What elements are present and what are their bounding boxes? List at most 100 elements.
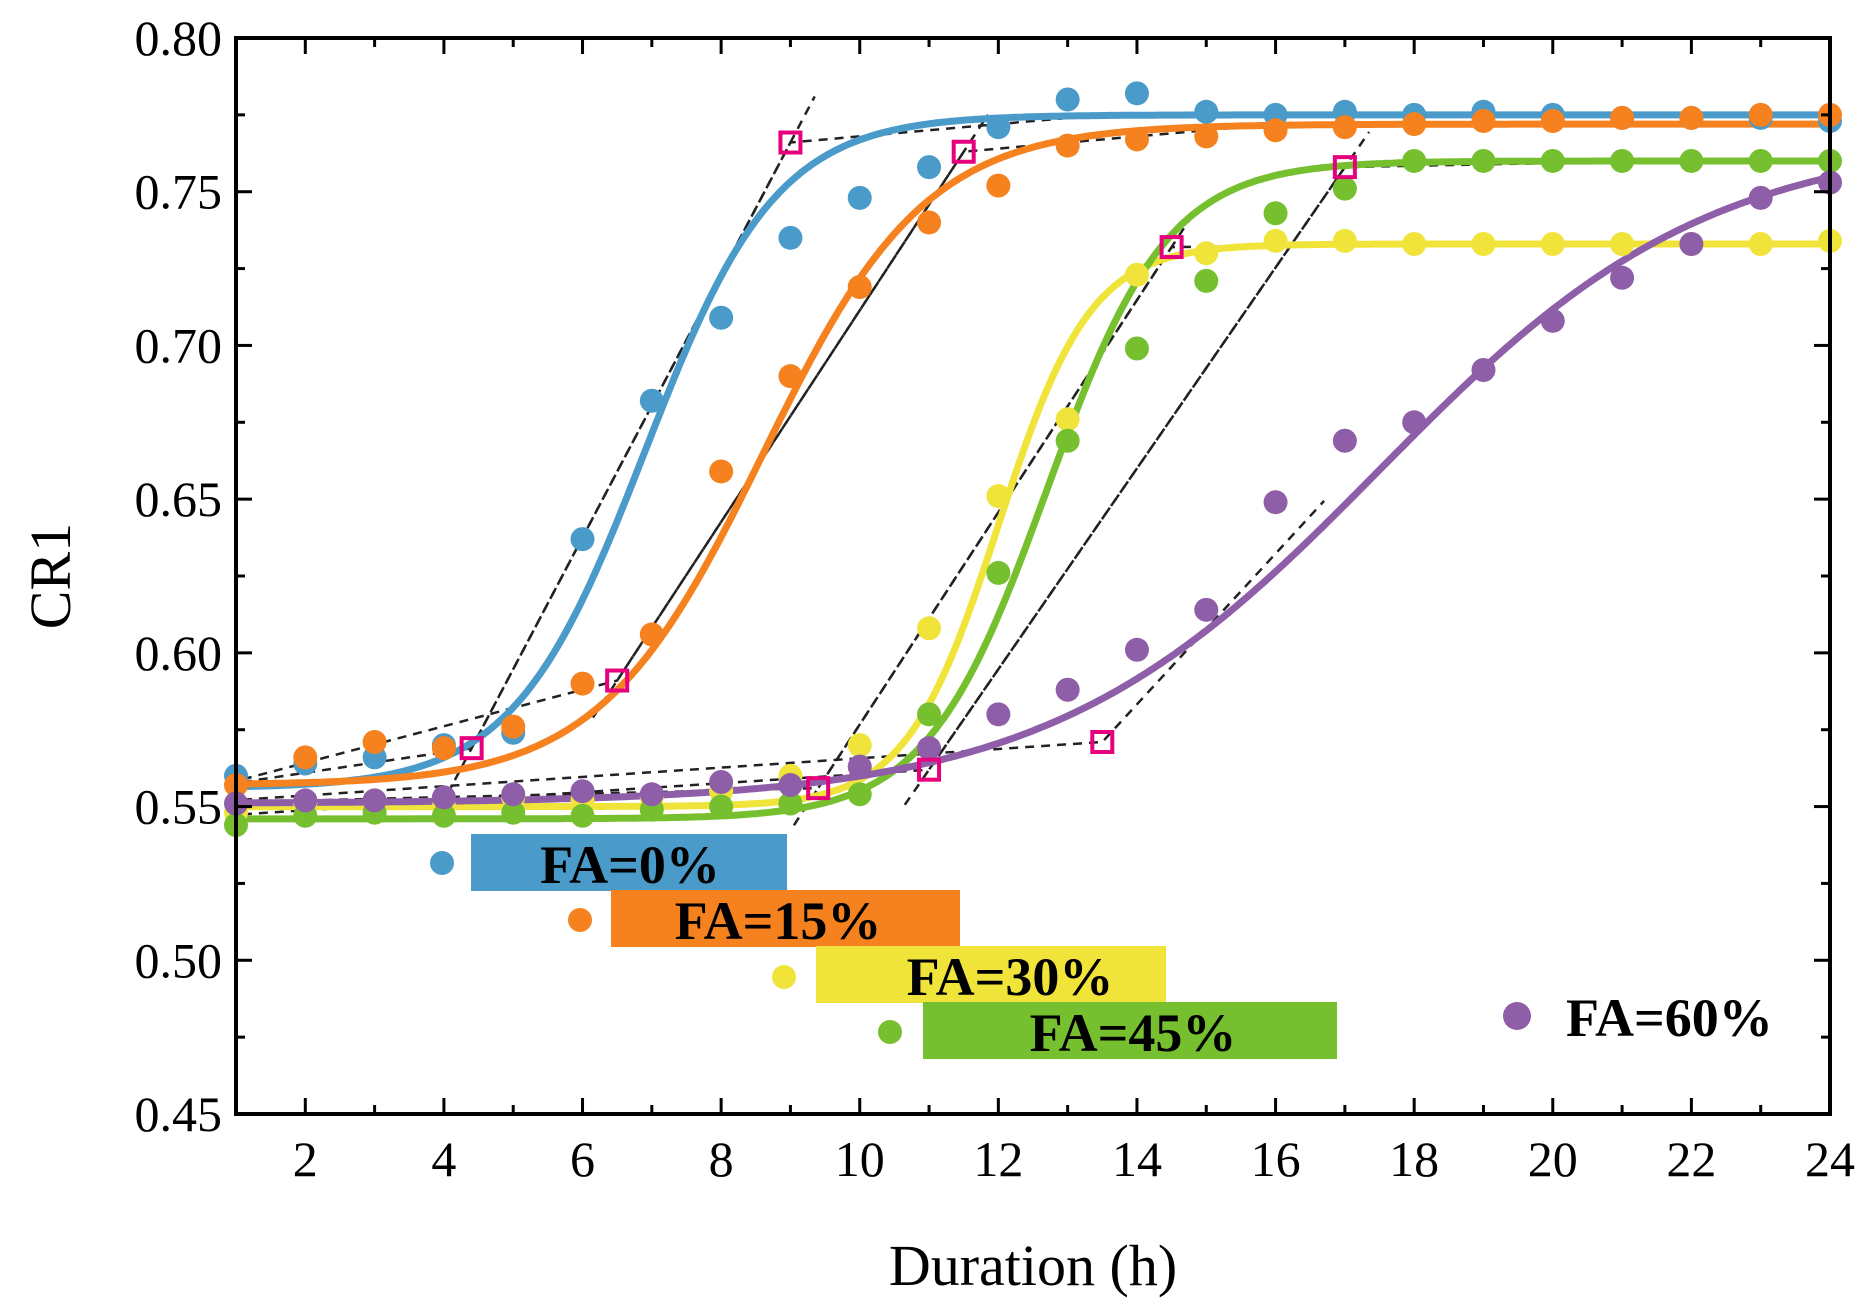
data-point-fa-30: [1263, 228, 1288, 253]
legend-item-fa-0: FA=0%: [430, 834, 787, 895]
data-point-fa-45: [1402, 148, 1427, 173]
data-point-fa-60: [1402, 410, 1427, 435]
data-point-fa-45: [431, 803, 456, 828]
y-tick-label: 0.80: [135, 10, 223, 66]
data-point-fa-45: [1748, 148, 1773, 173]
data-point-fa-15: [1610, 105, 1635, 130]
x-tick-label: 24: [1805, 1131, 1855, 1187]
fit-curve-fa-60: [232, 173, 1834, 807]
data-point-fa-15: [1263, 118, 1288, 143]
data-point-fa-60: [1610, 265, 1635, 290]
x-tick-label: 10: [835, 1131, 885, 1187]
legend-swatch-fa-45: [923, 1002, 1337, 1059]
data-point-fa-30: [1402, 231, 1427, 256]
tangent-line-fa-45: [903, 131, 1371, 806]
data-point-fa-0: [986, 115, 1011, 140]
y-tick-label: 0.65: [135, 471, 223, 527]
transition-marker-fa-45: [1332, 155, 1357, 180]
fit-curve-fa-15: [232, 120, 1834, 788]
data-point-fa-45: [501, 800, 526, 825]
data-point-fa-45: [709, 794, 734, 819]
data-point-fa-30: [917, 616, 942, 641]
y-axis: 0.45 0.50 0.55 0.60 0.65 0.70 0.75 0.80: [135, 10, 1830, 1142]
data-point-fa-15: [293, 745, 318, 770]
x-tick-label: 12: [973, 1131, 1023, 1187]
legend-marker-fa-45: [878, 1020, 902, 1044]
data-point-fa-45: [917, 702, 942, 727]
data-point-fa-15: [501, 714, 526, 739]
dashed-line-fa-0: [242, 113, 1103, 784]
legend-item-fa-30: FA=30%: [772, 946, 1166, 1007]
data-point-fa-0: [1194, 99, 1219, 124]
data-point-fa-45: [1263, 201, 1288, 226]
data-point-fa-60: [1332, 428, 1357, 453]
data-point-fa-30: [847, 733, 872, 758]
data-point-fa-60: [847, 754, 872, 779]
data-point-fa-15: [570, 671, 595, 696]
transition-marker-fa-30: [1159, 235, 1184, 260]
transition-marker-fa-60: [1090, 730, 1115, 755]
data-point-fa-60: [1194, 597, 1219, 622]
data-point-fa-45: [570, 803, 595, 828]
data-point-fa-15: [709, 459, 734, 484]
data-point-fa-0: [709, 305, 734, 330]
data-point-fa-30: [1055, 407, 1080, 432]
data-point-fa-45: [1124, 336, 1149, 361]
x-tick-label: 2: [293, 1131, 318, 1187]
data-point-fa-60: [778, 773, 803, 798]
data-point-fa-15: [778, 364, 803, 389]
scatter-point-layer: [224, 81, 1842, 838]
data-point-fa-60: [431, 785, 456, 810]
legend-item-fa-45: FA=45%: [878, 1002, 1337, 1063]
data-point-fa-15: [917, 210, 942, 235]
y-tick-label: 0.45: [135, 1086, 223, 1142]
x-axis: 2 4 6 8 10 12 14 16 18 20 22 24: [234, 38, 1855, 1187]
fit-curve-fa-0: [232, 111, 1834, 791]
dashed-line-fa-45: [242, 159, 1657, 816]
transition-marker-fa-0: [459, 736, 484, 761]
data-point-fa-0: [917, 155, 942, 180]
legend-label-fa-30: FA=30%: [907, 947, 1114, 1007]
data-point-fa-15: [431, 736, 456, 761]
legend-marker-fa-30: [772, 965, 796, 989]
fit-curve-layer: [232, 111, 1834, 823]
y-tick-label: 0.75: [135, 164, 223, 220]
data-point-fa-60: [986, 702, 1011, 727]
data-point-fa-0: [570, 527, 595, 552]
data-point-fa-45: [778, 791, 803, 816]
data-point-fa-15: [986, 173, 1011, 198]
data-point-fa-60: [709, 769, 734, 794]
data-point-fa-45: [1471, 148, 1496, 173]
x-tick-label: 16: [1251, 1131, 1301, 1187]
x-tick-label: 14: [1112, 1131, 1162, 1187]
transition-marker-fa-0: [778, 130, 803, 155]
data-point-fa-15: [1402, 112, 1427, 137]
data-point-fa-60: [917, 736, 942, 761]
data-point-fa-30: [1540, 231, 1565, 256]
data-point-fa-60: [1471, 358, 1496, 383]
data-point-fa-45: [847, 782, 872, 807]
legend-swatch-fa-15: [611, 890, 960, 947]
dashed-line-fa-30: [242, 242, 1484, 804]
x-tick-label: 4: [431, 1131, 456, 1187]
data-point-fa-60: [362, 788, 387, 813]
data-point-fa-60: [501, 782, 526, 807]
x-tick-label: 6: [570, 1131, 595, 1187]
legend-swatch-fa-30: [816, 946, 1166, 1003]
transition-marker-fa-45: [917, 757, 942, 782]
data-point-fa-15: [1055, 133, 1080, 158]
data-point-fa-45: [1610, 148, 1635, 173]
data-point-fa-0: [847, 185, 872, 210]
data-point-fa-60: [1124, 637, 1149, 662]
data-point-fa-60: [1679, 231, 1704, 256]
data-point-fa-60: [1263, 490, 1288, 515]
transition-marker-layer: [459, 130, 1357, 801]
data-point-fa-30: [1610, 231, 1635, 256]
data-point-fa-60: [1055, 677, 1080, 702]
legend-label-fa-0: FA=0%: [540, 835, 720, 895]
legend-marker-fa-60: [1503, 1002, 1531, 1030]
legend-marker-fa-0: [430, 851, 454, 875]
y-axis-label: CR1: [18, 523, 83, 629]
data-point-fa-30: [1748, 231, 1773, 256]
y-tick-label: 0.50: [135, 932, 223, 988]
